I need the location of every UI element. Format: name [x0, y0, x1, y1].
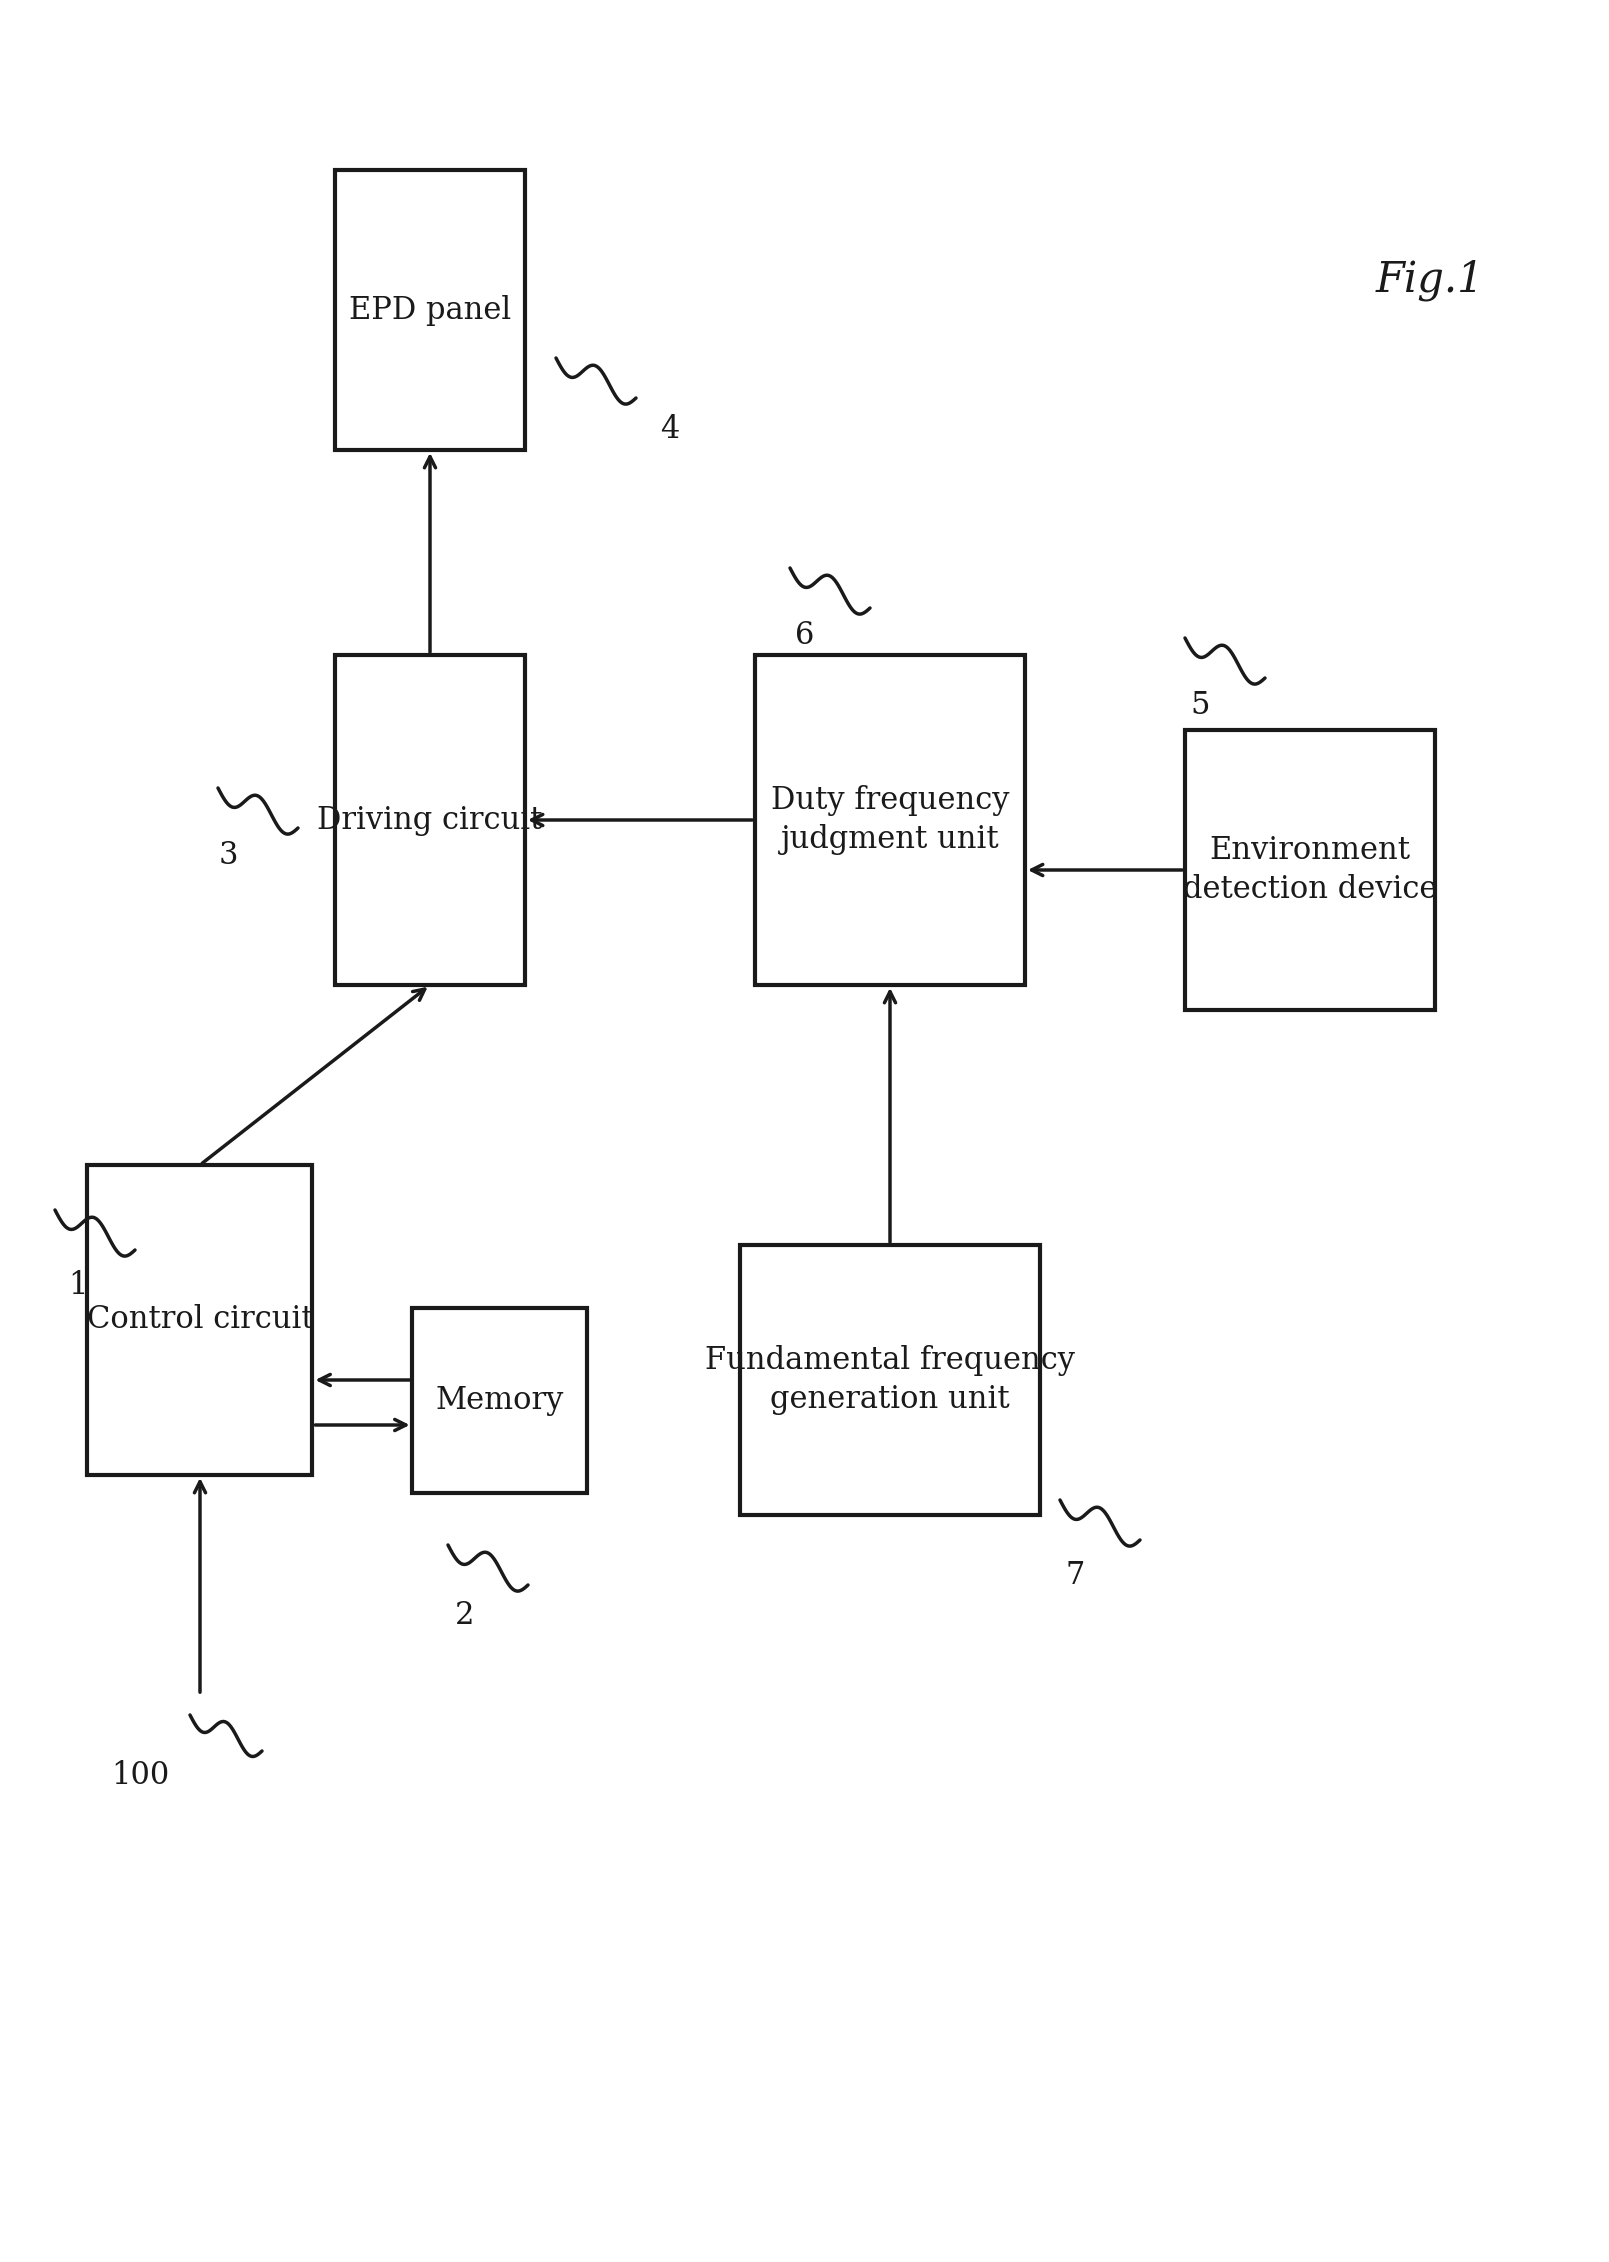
Text: Environment
detection device: Environment detection device	[1183, 835, 1437, 905]
Bar	[1184, 731, 1435, 1011]
Text: Memory: Memory	[436, 1384, 565, 1416]
Text: 7: 7	[1065, 1559, 1084, 1590]
Bar	[412, 1307, 587, 1493]
Bar	[335, 656, 525, 984]
Text: 100: 100	[111, 1760, 169, 1792]
Text: Fundamental frequency
generation unit: Fundamental frequency generation unit	[705, 1346, 1075, 1414]
Text: EPD panel: EPD panel	[349, 294, 512, 326]
Text: Fig.1: Fig.1	[1376, 260, 1485, 301]
Text: 5: 5	[1191, 690, 1210, 722]
Text: Driving circuit: Driving circuit	[317, 805, 542, 835]
Bar	[335, 170, 525, 450]
Text: 4: 4	[660, 414, 679, 446]
Text: 3: 3	[219, 839, 238, 871]
Bar	[87, 1165, 312, 1475]
Bar	[740, 1244, 1039, 1516]
Text: Duty frequency
judgment unit: Duty frequency judgment unit	[771, 785, 1009, 855]
Bar	[755, 656, 1025, 984]
Text: Control circuit: Control circuit	[87, 1305, 314, 1335]
Text: 1: 1	[68, 1269, 88, 1301]
Text: 6: 6	[795, 620, 814, 651]
Text: 2: 2	[455, 1599, 475, 1631]
